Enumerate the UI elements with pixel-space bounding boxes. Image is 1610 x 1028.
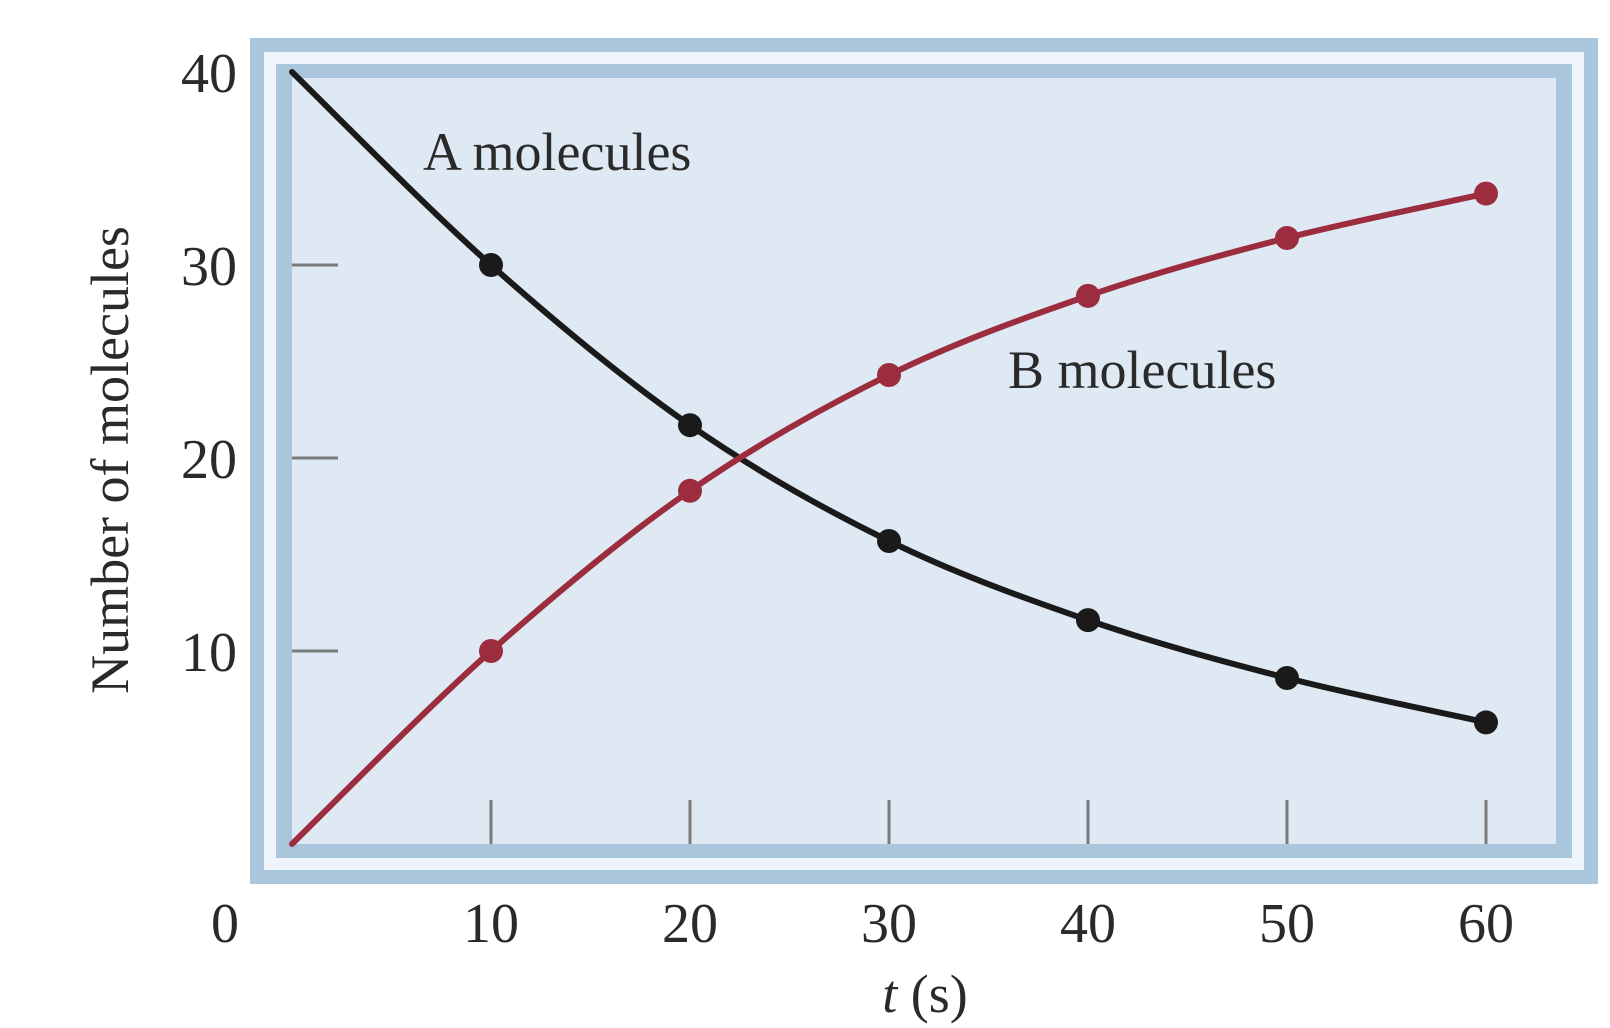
x-tick-label: 10 (463, 893, 519, 955)
data-point-b (877, 363, 901, 388)
series-label-b: B molecules (1008, 340, 1276, 400)
x-tick-label: 50 (1259, 893, 1315, 955)
ticks-layer (292, 263, 1488, 844)
x-axis-title-unit: (s) (897, 964, 967, 1024)
data-point-a (678, 413, 702, 438)
data-point-a (479, 253, 503, 277)
y-tick-label: 20 (181, 429, 237, 491)
y-tick-label: 30 (181, 236, 237, 298)
labels-layer: 0 10 20 30 40 50 60 10 20 30 40 (181, 43, 1514, 955)
y-tick-label: 40 (181, 43, 237, 105)
x-axis-title: t (s) (882, 964, 968, 1024)
data-point-b (479, 639, 503, 663)
x-tick-label: 30 (861, 893, 917, 955)
data-point-a (1076, 608, 1100, 633)
data-point-b (1076, 283, 1100, 308)
data-point-b (678, 478, 702, 503)
points-layer (479, 181, 1498, 735)
data-point-a (877, 528, 901, 553)
x-tick-label: 20 (662, 893, 718, 955)
plot-area (292, 78, 1556, 844)
x-axis-title-variable: t (882, 964, 899, 1024)
x-tick-label: 40 (1060, 893, 1116, 955)
x-tick-label: 0 (211, 893, 239, 955)
data-point-b (1474, 181, 1498, 206)
data-point-b (1275, 225, 1299, 250)
data-point-a (1474, 710, 1498, 735)
x-tick-label: 60 (1458, 893, 1514, 955)
y-tick-label: 10 (181, 622, 237, 684)
data-point-a (1275, 666, 1299, 691)
y-axis-title: Number of molecules (80, 226, 140, 694)
series-label-a: A molecules (423, 122, 691, 182)
